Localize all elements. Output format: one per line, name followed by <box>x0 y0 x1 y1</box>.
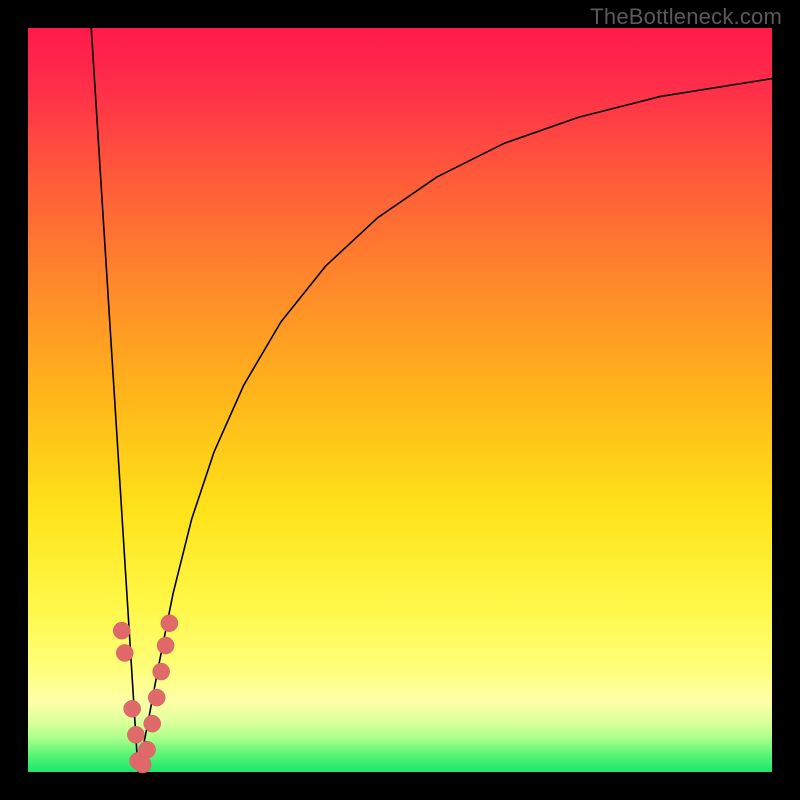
data-marker <box>116 644 133 661</box>
data-marker <box>153 663 170 680</box>
data-marker <box>127 726 144 743</box>
data-marker <box>157 637 174 654</box>
watermark-text: TheBottleneck.com <box>590 4 782 30</box>
data-marker <box>161 615 178 632</box>
data-marker <box>144 715 161 732</box>
data-marker <box>139 741 156 758</box>
data-marker <box>148 689 165 706</box>
chart-container: TheBottleneck.com <box>0 0 800 800</box>
chart-svg <box>0 0 800 800</box>
data-marker <box>134 756 151 773</box>
data-marker <box>113 622 130 639</box>
data-marker <box>124 700 141 717</box>
